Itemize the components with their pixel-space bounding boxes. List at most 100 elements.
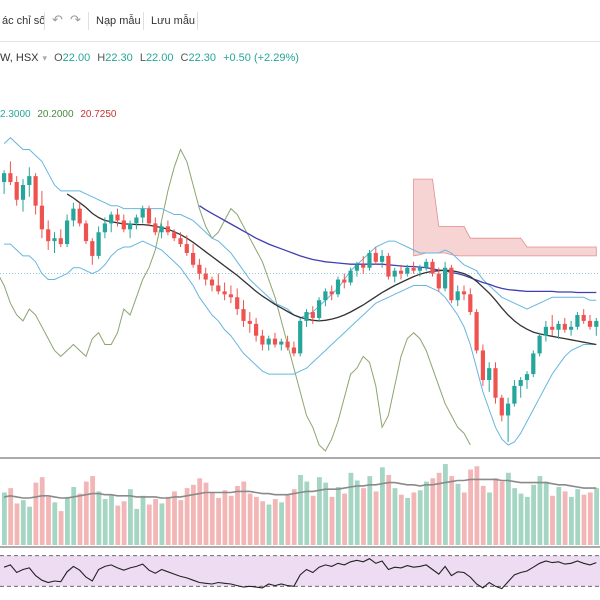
candle[interactable] bbox=[197, 264, 202, 274]
volume-bar[interactable] bbox=[562, 491, 568, 545]
volume-bar[interactable] bbox=[461, 492, 467, 545]
chevron-down-icon[interactable]: ▾ bbox=[42, 53, 48, 63]
volume-bar[interactable] bbox=[291, 489, 297, 545]
volume-pane[interactable] bbox=[0, 464, 600, 548]
volume-bar[interactable] bbox=[46, 496, 51, 545]
candle[interactable] bbox=[52, 238, 57, 242]
volume-bar[interactable] bbox=[14, 503, 20, 545]
candle[interactable] bbox=[342, 279, 347, 283]
volume-bar[interactable] bbox=[480, 485, 486, 545]
volume-bar[interactable] bbox=[518, 493, 524, 545]
volume-bar[interactable] bbox=[266, 504, 272, 545]
volume-bar[interactable] bbox=[191, 484, 196, 545]
candle[interactable] bbox=[191, 252, 196, 265]
candle[interactable] bbox=[430, 261, 435, 274]
candle[interactable] bbox=[216, 285, 221, 292]
candle[interactable] bbox=[46, 229, 51, 242]
candle[interactable] bbox=[165, 226, 170, 233]
volume-bar[interactable] bbox=[260, 501, 266, 545]
volume-bar[interactable] bbox=[430, 478, 436, 545]
candle[interactable] bbox=[209, 279, 215, 286]
volume-bar[interactable] bbox=[436, 472, 442, 545]
volume-bar[interactable] bbox=[102, 499, 108, 545]
volume-bar[interactable] bbox=[323, 482, 329, 545]
volume-bar[interactable] bbox=[197, 478, 203, 545]
candle[interactable] bbox=[310, 312, 315, 318]
volume-bar[interactable] bbox=[115, 505, 121, 545]
load-template-button[interactable]: Nạp mẫu bbox=[96, 15, 141, 27]
volume-bar[interactable] bbox=[254, 496, 259, 545]
candle[interactable] bbox=[203, 273, 208, 280]
candle[interactable] bbox=[153, 223, 158, 233]
volume-bar[interactable] bbox=[71, 487, 77, 545]
volume-bar[interactable] bbox=[581, 494, 587, 545]
candle[interactable] bbox=[65, 220, 70, 245]
candle[interactable] bbox=[398, 270, 404, 274]
volume-bar[interactable] bbox=[512, 488, 518, 545]
candle[interactable] bbox=[512, 385, 517, 404]
volume-bar[interactable] bbox=[20, 500, 26, 545]
candle[interactable] bbox=[575, 315, 580, 327]
volume-bar[interactable] bbox=[443, 464, 448, 545]
candle[interactable] bbox=[518, 380, 523, 386]
volume-bar[interactable] bbox=[209, 492, 215, 545]
candle[interactable] bbox=[254, 323, 259, 336]
volume-bar[interactable] bbox=[493, 478, 499, 545]
volume-bar[interactable] bbox=[121, 501, 127, 545]
candle[interactable] bbox=[329, 291, 334, 295]
volume-bar[interactable] bbox=[165, 496, 171, 545]
candle[interactable] bbox=[361, 264, 366, 268]
redo-arrow-icon[interactable]: ↷ bbox=[70, 12, 81, 27]
volume-bar[interactable] bbox=[33, 482, 39, 545]
candle[interactable] bbox=[272, 338, 278, 345]
volume-bar[interactable] bbox=[134, 508, 140, 545]
volume-bar[interactable] bbox=[386, 474, 392, 545]
candle[interactable] bbox=[468, 294, 473, 313]
volume-bar[interactable] bbox=[367, 476, 373, 545]
candle[interactable] bbox=[266, 338, 271, 345]
candle[interactable] bbox=[524, 374, 530, 380]
volume-bar[interactable] bbox=[65, 496, 70, 545]
candle[interactable] bbox=[247, 320, 252, 324]
candle[interactable] bbox=[279, 341, 284, 345]
volume-bar[interactable] bbox=[8, 488, 14, 545]
volume-bar[interactable] bbox=[411, 492, 417, 545]
volume-bar[interactable] bbox=[216, 497, 221, 545]
candle[interactable] bbox=[581, 315, 586, 321]
volume-bar[interactable] bbox=[392, 488, 398, 545]
candle[interactable] bbox=[373, 252, 378, 262]
candle[interactable] bbox=[499, 397, 504, 416]
volume-bar[interactable] bbox=[272, 499, 278, 545]
volume-bar[interactable] bbox=[499, 481, 505, 545]
volume-bar[interactable] bbox=[77, 493, 83, 545]
candle[interactable] bbox=[493, 368, 498, 398]
volume-bar[interactable] bbox=[310, 495, 316, 545]
candle[interactable] bbox=[436, 273, 441, 289]
candle[interactable] bbox=[20, 185, 26, 200]
candle[interactable] bbox=[569, 326, 574, 330]
volume-bar[interactable] bbox=[304, 481, 310, 545]
candle[interactable] bbox=[556, 323, 561, 330]
volume-bar[interactable] bbox=[342, 493, 347, 545]
volume-bar[interactable] bbox=[235, 485, 240, 545]
volume-bar[interactable] bbox=[52, 502, 58, 545]
candle[interactable] bbox=[140, 208, 145, 218]
candle[interactable] bbox=[587, 320, 593, 327]
candle[interactable] bbox=[14, 182, 19, 200]
volume-bar[interactable] bbox=[398, 494, 404, 545]
volume-bar[interactable] bbox=[153, 499, 158, 545]
volume-bar[interactable] bbox=[449, 476, 455, 545]
candle[interactable] bbox=[449, 267, 454, 301]
volume-bar[interactable] bbox=[335, 487, 341, 545]
volume-bar[interactable] bbox=[96, 491, 102, 545]
rsi-pane[interactable] bbox=[0, 555, 600, 590]
candle[interactable] bbox=[550, 326, 555, 330]
candle[interactable] bbox=[461, 291, 467, 295]
volume-bar[interactable] bbox=[247, 493, 253, 545]
candle[interactable] bbox=[228, 294, 233, 298]
volume-bar[interactable] bbox=[594, 488, 599, 545]
candle[interactable] bbox=[474, 312, 479, 351]
candle[interactable] bbox=[367, 252, 372, 268]
volume-bar[interactable] bbox=[2, 492, 7, 545]
